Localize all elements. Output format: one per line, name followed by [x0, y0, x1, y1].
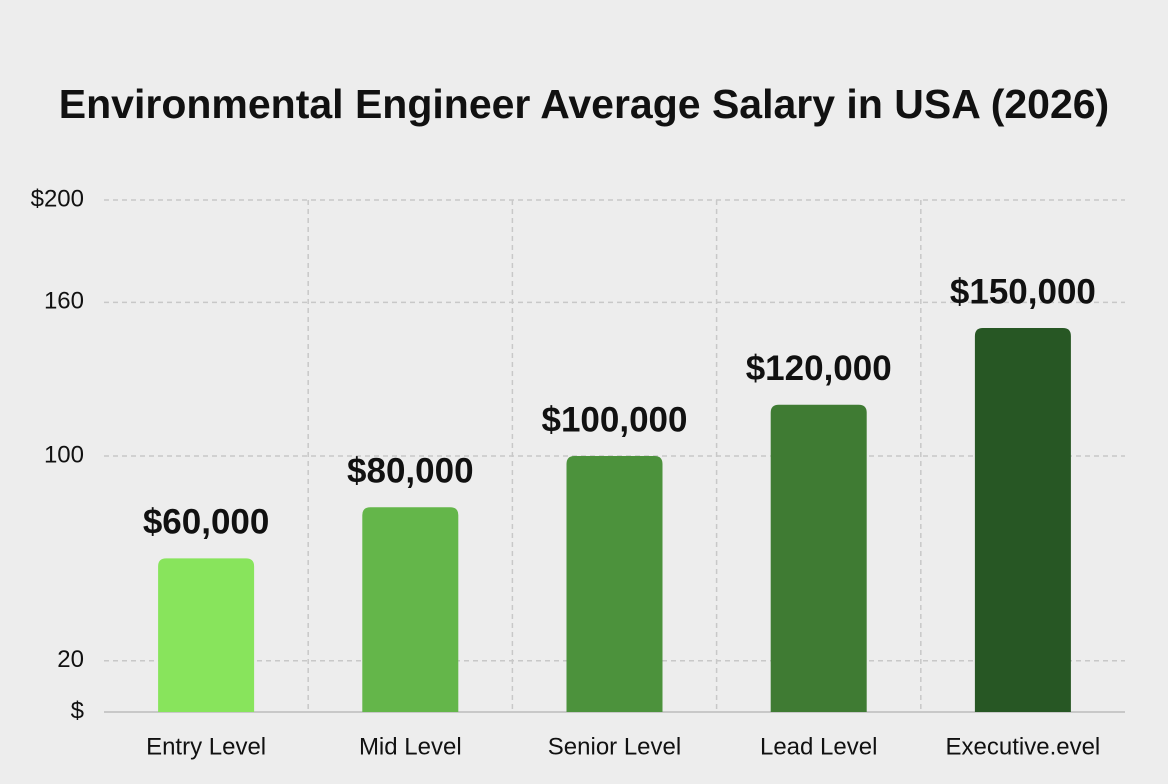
bar: [566, 456, 663, 712]
value-label: $100,000: [542, 400, 688, 439]
x-tick-label: Senior Level: [548, 733, 681, 760]
bar: [770, 404, 867, 712]
value-label: $80,000: [347, 451, 474, 490]
bar: [974, 328, 1071, 712]
y-tick-label: 100: [44, 441, 84, 468]
value-label: $150,000: [950, 272, 1096, 311]
y-tick-label: $: [71, 697, 84, 724]
bar: [362, 507, 459, 712]
y-tick-label: 160: [44, 288, 84, 315]
chart-title: Environmental Engineer Average Salary in…: [58, 81, 1110, 127]
value-label: $60,000: [143, 503, 270, 542]
y-tick-label: $200: [31, 185, 84, 212]
bar: [158, 558, 255, 712]
x-tick-label: Executive.evel: [946, 733, 1101, 760]
x-tick-label: Entry Level: [146, 733, 266, 760]
x-tick-label: Mid Level: [359, 733, 462, 760]
value-label: $120,000: [746, 349, 892, 388]
y-tick-label: 20: [57, 646, 84, 673]
x-tick-label: Lead Level: [760, 733, 877, 760]
